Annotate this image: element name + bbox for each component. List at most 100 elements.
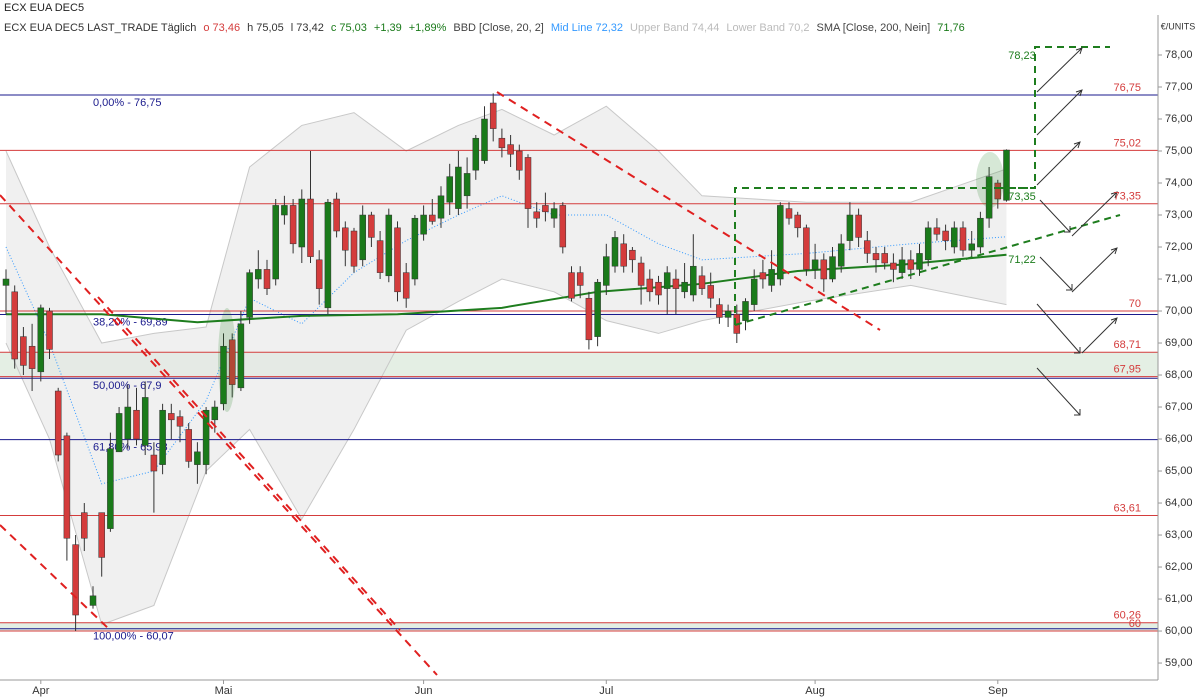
candle-body bbox=[272, 205, 279, 280]
candle-body bbox=[46, 310, 53, 350]
fib-label: 100,00% - 60,07 bbox=[93, 631, 174, 643]
arrow bbox=[1039, 199, 1071, 233]
fib-label: 38,20% - 69,89 bbox=[93, 316, 168, 328]
candle-body bbox=[872, 253, 880, 261]
highlight bbox=[218, 308, 236, 412]
candle-body bbox=[977, 217, 984, 248]
candle-body bbox=[185, 429, 192, 462]
candle-body bbox=[933, 227, 941, 235]
candle-body bbox=[916, 253, 923, 270]
y-tick-label: 59,00 bbox=[1165, 657, 1193, 669]
legend-item: Upper Band 74,44 bbox=[630, 22, 720, 34]
candle-body bbox=[820, 259, 828, 280]
arrow bbox=[1071, 247, 1118, 293]
candle-body bbox=[411, 217, 419, 280]
candle-body bbox=[472, 137, 480, 171]
candle-body bbox=[394, 227, 401, 293]
candle-body bbox=[550, 208, 558, 219]
annotation: 78,23 bbox=[1008, 50, 1036, 62]
candle-body bbox=[576, 272, 584, 286]
candle-body bbox=[959, 227, 967, 251]
fib-label: 61,80% - 65,98 bbox=[93, 442, 168, 454]
candle-body bbox=[376, 240, 384, 273]
candle-body bbox=[681, 281, 688, 293]
candle-body bbox=[524, 157, 532, 209]
candle-body bbox=[281, 205, 288, 216]
x-tick-label: Apr bbox=[32, 685, 49, 697]
candle-body bbox=[672, 278, 680, 289]
x-tick-label: Jul bbox=[599, 685, 613, 697]
annotation: 71,22 bbox=[1008, 254, 1036, 266]
legend-item: Mid Line 72,32 bbox=[550, 22, 624, 34]
legend-item: BBD [Close, 20, 2] bbox=[453, 22, 544, 34]
candle-body bbox=[255, 269, 262, 280]
candle-body bbox=[150, 454, 158, 472]
candle-body bbox=[777, 205, 784, 280]
candle-body bbox=[115, 413, 123, 453]
candle-body bbox=[489, 102, 497, 129]
level-label: 68,71 bbox=[1113, 339, 1141, 351]
legend: ECX EUA DEC5 LAST_TRADE Täglich o 73,46 h … bbox=[4, 22, 972, 34]
arrow bbox=[1071, 191, 1118, 237]
candle-body bbox=[985, 176, 993, 219]
candle-body bbox=[289, 205, 297, 245]
candle-body bbox=[646, 278, 654, 293]
candle-body bbox=[803, 227, 810, 270]
candle-body bbox=[864, 240, 871, 254]
candle-body bbox=[742, 301, 749, 321]
candle-body bbox=[324, 201, 332, 309]
arrow bbox=[1036, 47, 1083, 93]
candle-body bbox=[237, 323, 245, 389]
level-label: 73,35 bbox=[1113, 191, 1141, 203]
band-upper bbox=[5, 105, 1007, 344]
candle-body bbox=[698, 275, 706, 289]
x-tick-label: Jun bbox=[415, 685, 433, 697]
candle-body bbox=[516, 150, 523, 171]
band-fill bbox=[6, 106, 1007, 625]
candle-body bbox=[228, 339, 236, 385]
legend-item: o 73,46 bbox=[203, 22, 241, 34]
candle-body bbox=[1003, 149, 1010, 201]
candle-body bbox=[133, 409, 140, 440]
y-tick-label: 63,00 bbox=[1165, 529, 1193, 541]
candle-body bbox=[176, 416, 184, 427]
candle-body bbox=[724, 310, 732, 318]
candle-body bbox=[81, 512, 88, 539]
candle-body bbox=[951, 227, 958, 248]
candle-body bbox=[890, 262, 897, 270]
candle-body bbox=[707, 285, 714, 299]
candle-body bbox=[420, 214, 427, 235]
y-tick-label: 67,00 bbox=[1165, 401, 1193, 413]
candle-body bbox=[359, 214, 366, 261]
y-tick-label: 64,00 bbox=[1165, 497, 1193, 509]
candle-body bbox=[437, 195, 445, 219]
candle-body bbox=[350, 230, 358, 267]
arrow bbox=[1081, 317, 1118, 354]
candle-body bbox=[898, 259, 906, 273]
y-tick-label: 73,00 bbox=[1165, 209, 1193, 221]
candle-body bbox=[881, 253, 888, 264]
level-label: 70 bbox=[1129, 298, 1141, 310]
candle-body bbox=[594, 281, 601, 337]
candle-body bbox=[446, 176, 453, 203]
plot: 0,00% - 76,75 38,20% - 69,89 50,00% - 67,9… bbox=[0, 93, 1158, 643]
candle-body bbox=[716, 304, 723, 318]
trend-line bbox=[496, 91, 881, 331]
candle-body bbox=[907, 259, 915, 270]
candle-body bbox=[402, 272, 410, 299]
candle-body bbox=[429, 214, 436, 222]
level-label: 63,61 bbox=[1113, 502, 1141, 514]
candle-body bbox=[159, 409, 166, 465]
candle-body bbox=[2, 278, 10, 286]
candle-body bbox=[768, 269, 775, 286]
x-tick-label: Aug bbox=[805, 685, 825, 697]
candle-body bbox=[750, 278, 758, 305]
unit-label: €/UNITS bbox=[1161, 21, 1196, 31]
y-tick-label: 69,00 bbox=[1165, 337, 1193, 349]
candle-body bbox=[194, 451, 201, 465]
candle-body bbox=[829, 256, 836, 280]
legend-item: +1,89% bbox=[408, 22, 447, 34]
candle-body bbox=[263, 269, 271, 289]
candle-body bbox=[307, 198, 314, 257]
candle-body bbox=[629, 249, 636, 261]
